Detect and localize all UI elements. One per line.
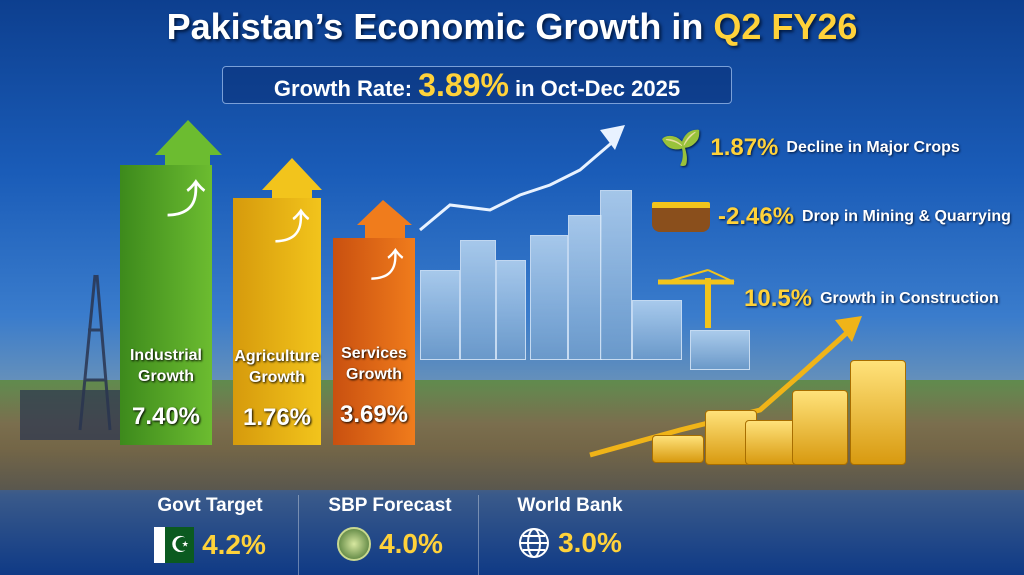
bar-value: 1.76% <box>242 404 312 431</box>
divider <box>478 495 479 575</box>
white-up-arrow-icon: ⤴ <box>370 247 404 285</box>
forecast-label: SBP Forecast <box>328 495 452 516</box>
bar-label: Industrial <box>129 347 202 364</box>
gold-trend-arrowhead <box>835 316 862 342</box>
forecast-label: World Bank <box>517 495 623 516</box>
bar-label: Growth <box>249 369 305 386</box>
divider <box>298 495 299 575</box>
growth-rate-banner: Growth Rate: 3.89% in Oct-Dec 2025 <box>222 66 732 104</box>
sbp-emblem-icon <box>337 527 372 561</box>
forecast-sbp: SBP Forecast 4.0% <box>310 495 470 561</box>
city-trend-arrowhead <box>600 125 625 150</box>
agriculture-arrow-head <box>262 158 322 200</box>
forecast-value: 3.0% <box>558 527 622 558</box>
building <box>460 240 496 360</box>
factory-icon <box>20 390 120 440</box>
industrial-arrow-head <box>155 120 222 170</box>
crane-icon <box>658 269 735 328</box>
building <box>496 260 526 360</box>
forecast-value: 4.2% <box>202 529 266 560</box>
page-title: Pakistan’s Economic Growth in Q2 FY26 <box>166 6 858 47</box>
highlight-mining: -2.46% Drop in Mining & Quarrying <box>652 202 1011 232</box>
coin-stack <box>745 420 797 465</box>
bar-label: Growth <box>346 366 402 383</box>
gold-trend-line <box>589 328 852 458</box>
coin-stack <box>850 360 906 465</box>
forecast-label: Govt Target <box>157 495 263 516</box>
services-growth-bar: ⤴ Services Growth 3.69% <box>333 238 415 445</box>
wheat-plant-icon: 🌱 <box>660 129 703 167</box>
coin-stack <box>652 435 704 463</box>
building <box>568 215 602 360</box>
industrial-growth-bar: ⤴ Industrial Growth 7.40% <box>120 165 212 445</box>
white-up-arrow-icon: ⤴ <box>273 206 310 247</box>
coin-stack <box>792 390 848 465</box>
highlight-major-crops: 🌱 1.87% Decline in Major Crops <box>660 129 960 167</box>
building <box>690 330 750 370</box>
forecast-value: 4.0% <box>379 528 443 559</box>
bar-value: 3.69% <box>339 401 409 428</box>
bar-value: 7.40% <box>131 403 201 430</box>
building <box>632 300 682 360</box>
services-arrow-head <box>357 200 412 240</box>
mining-cart-icon <box>652 202 710 232</box>
building <box>600 190 632 360</box>
forecast-world-bank: World Bank 3.0% <box>490 495 650 559</box>
bar-label: Services <box>341 345 407 362</box>
highlight-construction: 10.5% Growth in Construction <box>656 268 999 330</box>
city-trend-line <box>419 138 616 232</box>
agriculture-growth-bar: ⤴ Agriculture Growth 1.76% <box>233 198 321 445</box>
bar-label: Agriculture <box>234 348 320 365</box>
building <box>420 270 460 360</box>
forecast-govt-target: Govt Target ☪ 4.2% <box>130 495 290 563</box>
building <box>530 235 568 360</box>
pakistan-flag-icon: ☪ <box>154 527 195 563</box>
white-up-arrow-icon: ⤴ <box>166 178 206 222</box>
bar-label: Growth <box>138 368 194 385</box>
globe-icon <box>519 528 550 558</box>
